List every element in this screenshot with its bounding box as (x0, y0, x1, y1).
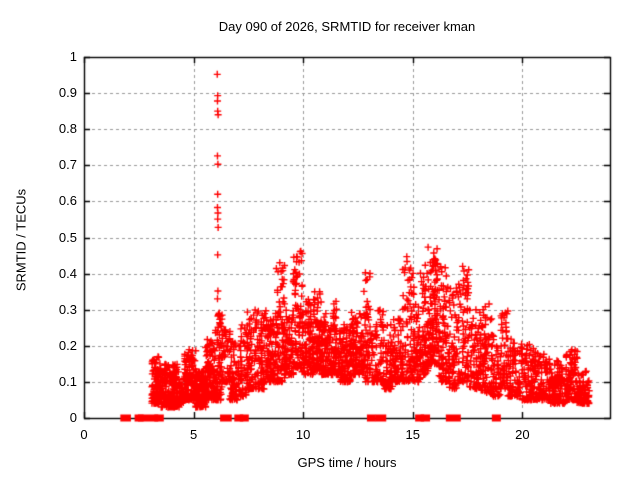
y-tick-label: 0.7 (58, 157, 77, 173)
chart-title: Day 090 of 2026, SRMTID for receiver kma… (218, 19, 476, 34)
y-tick-label: 0.5 (58, 229, 77, 245)
y-tick-label: 0.1 (58, 373, 77, 389)
x-tick-label: 5 (189, 427, 198, 442)
y-tick-label: 0 (69, 410, 77, 425)
x-tick-label: 0 (80, 427, 88, 442)
y-tick-label: 0.3 (58, 301, 77, 317)
y-axis-label: SRMTID / TECUs (13, 188, 29, 292)
x-axis-label: GPS time / hours (297, 455, 397, 470)
x-tick-label: 15 (405, 427, 420, 442)
x-tick-label: 20 (515, 427, 530, 442)
x-tick-label: 10 (295, 427, 311, 442)
y-tick-label: 0.9 (58, 85, 77, 101)
y-tick-label: 1 (69, 49, 77, 64)
y-tick-label: 0.8 (58, 121, 77, 137)
y-tick-label: 0.2 (58, 337, 77, 353)
y-tick-label: 0.4 (58, 265, 77, 281)
y-tick-label: 0.6 (58, 193, 77, 209)
